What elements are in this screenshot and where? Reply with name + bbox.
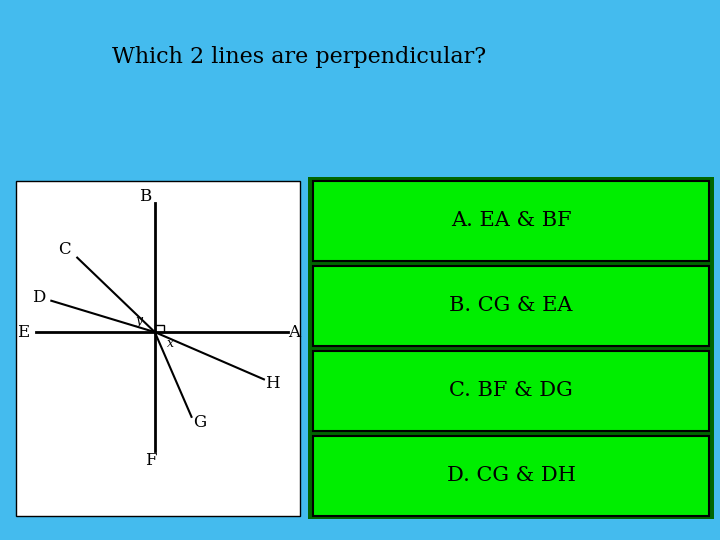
Text: C. BF & DG: C. BF & DG <box>449 381 573 400</box>
Bar <box>308 432 714 519</box>
Bar <box>308 177 714 264</box>
Bar <box>16 181 300 516</box>
Text: G: G <box>194 414 207 431</box>
Text: Which 2 lines are perpendicular?: Which 2 lines are perpendicular? <box>112 46 486 68</box>
Bar <box>308 262 714 349</box>
Bar <box>313 436 709 516</box>
Text: E: E <box>17 323 30 341</box>
Text: B: B <box>139 187 152 205</box>
Bar <box>313 266 709 346</box>
Text: D. CG & DH: D. CG & DH <box>447 467 575 485</box>
Text: x: x <box>167 338 174 350</box>
Text: D: D <box>32 289 45 306</box>
Bar <box>313 181 709 260</box>
Text: A. EA & BF: A. EA & BF <box>451 211 572 230</box>
Text: C: C <box>58 241 71 258</box>
Bar <box>308 347 714 434</box>
Bar <box>155 325 164 332</box>
Text: B. CG & EA: B. CG & EA <box>449 296 573 315</box>
Text: A: A <box>288 323 300 341</box>
Text: H: H <box>265 375 280 392</box>
Text: F: F <box>145 452 156 469</box>
Bar <box>313 351 709 431</box>
Text: y: y <box>135 314 143 327</box>
